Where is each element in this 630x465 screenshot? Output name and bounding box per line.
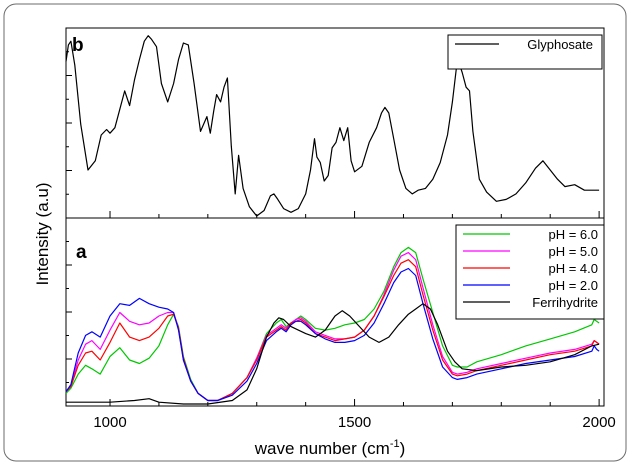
legend-label: Glyphosate: [527, 37, 593, 52]
panel-a-legend: pH = 6.0 pH = 5.0 pH = 4.0 pH = 2.0 Ferrihyd…: [455, 224, 605, 320]
x-tick-label: 2000: [582, 414, 615, 431]
x-axis-label: wave number (cm-1): [254, 438, 406, 458]
panel-a-label: a: [76, 242, 87, 263]
legend-label: pH = 5.0: [548, 244, 598, 259]
legend-label: pH = 2.0: [548, 278, 598, 293]
legend-label: pH = 4.0: [548, 261, 598, 276]
panel-b-ticks: [66, 51, 600, 218]
figure-frame: [3, 3, 627, 462]
legend-label: pH = 6.0: [548, 227, 598, 242]
series-line-2: [65, 252, 600, 402]
legend-box: [455, 224, 605, 320]
x-tick-label: 1500: [338, 414, 371, 431]
panel-b: b Glyphosate: [65, 27, 605, 219]
x-axis-label-main: wave number (cm: [254, 439, 390, 458]
legend-label: Ferrihydrite: [532, 295, 598, 310]
panel-a: a pH = 6.0 pH = 5.0 pH = 4.0 pH = 2.0 Ferrih…: [65, 217, 616, 431]
panel-a-plot: [65, 246, 600, 405]
x-tick-labels: 1000 1500 2000: [93, 414, 615, 431]
panel-b-label: b: [72, 35, 84, 56]
panel-b-plot: [65, 35, 600, 217]
x-tick-label: 1000: [93, 414, 126, 431]
series-line-5: [66, 303, 600, 405]
y-axis-label: Intensity (a.u): [33, 183, 52, 286]
series-line-3: [65, 259, 600, 402]
x-axis-label-end: ): [400, 439, 406, 458]
series-line-1: [65, 35, 600, 217]
series-line-4: [65, 267, 600, 402]
x-axis-label-sup: -1: [390, 438, 400, 450]
series-line-1: [65, 246, 600, 402]
legend-box: [447, 34, 603, 70]
panel-b-legend: Glyphosate: [447, 34, 603, 70]
